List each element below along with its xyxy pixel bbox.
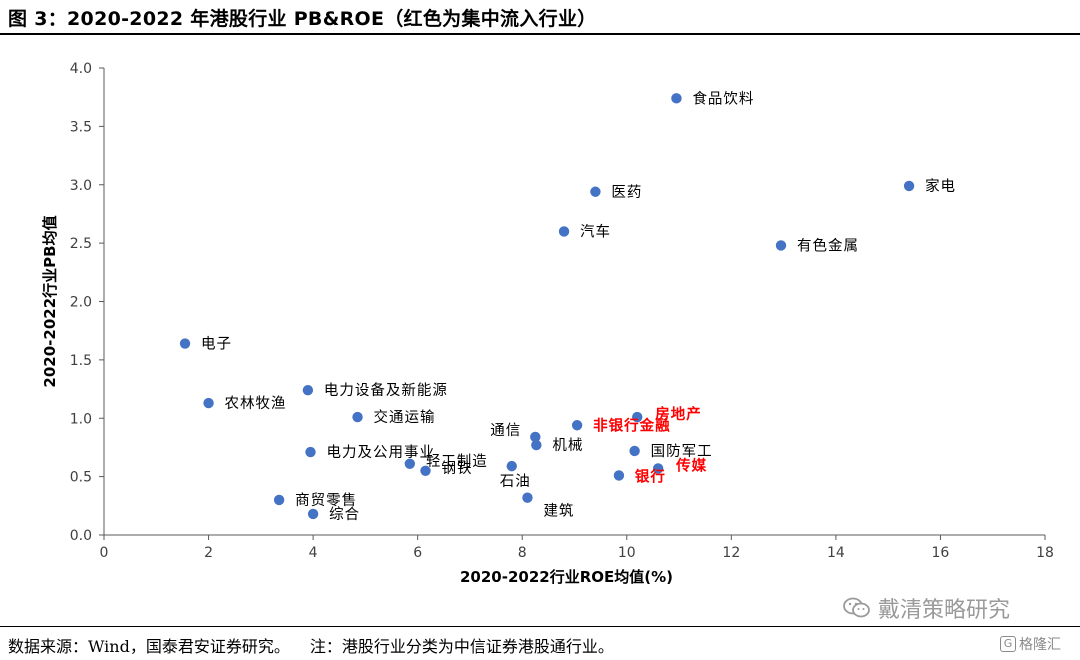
data-point [203, 397, 214, 409]
badge-icon: G [1000, 636, 1016, 652]
data-point [352, 411, 363, 423]
footer: 数据来源：Wind，国泰君安证券研究。 注：港股行业分类为中信证券港股通行业。 [8, 633, 614, 657]
x-tick-label: 8 [518, 545, 527, 561]
y-tick-label: 1.5 [70, 353, 92, 369]
data-points [179, 93, 915, 520]
data-point [632, 411, 643, 423]
data-point [404, 458, 416, 469]
data-label: 房地产 [655, 405, 702, 423]
data-point [903, 180, 915, 192]
x-tick-label: 2 [204, 545, 213, 561]
badge-text: 格隆汇 [1019, 637, 1061, 653]
title-divider [0, 33, 1080, 35]
watermark-text: 戴清策略研究 [878, 598, 1011, 623]
data-point [775, 240, 787, 251]
watermark: 戴清策略研究 [842, 594, 1080, 623]
data-point [671, 93, 682, 104]
data-label: 交通运输 [374, 408, 436, 426]
data-label: 钢铁 [442, 460, 473, 477]
data-point [305, 446, 316, 458]
y-tick-label: 3.5 [70, 119, 92, 135]
figure-title: 图 3：2020-2022 年港股行业 PB&ROE（红色为集中流入行业） [8, 8, 597, 30]
data-label: 电力设备及新能源 [324, 382, 448, 399]
data-point [590, 186, 601, 197]
data-point [558, 226, 570, 237]
data-point [530, 431, 541, 443]
data-label: 电力及公用事业 [326, 444, 435, 461]
x-axis-label: 2020-2022行业ROE均值(%) [460, 568, 673, 586]
data-label: 医药 [611, 184, 642, 201]
wechat-icon [843, 597, 870, 618]
data-label: 机械 [552, 437, 583, 454]
data-label: 轻工制造 [426, 453, 488, 470]
data-point [531, 439, 542, 451]
x-tick-label: 16 [932, 545, 950, 561]
data-label: 商贸零售 [295, 492, 357, 509]
data-label: 食品饮料 [692, 90, 754, 107]
data-label: 国防军工 [651, 443, 713, 460]
data-label: 农林牧渔 [225, 395, 287, 412]
data-point [420, 465, 431, 476]
data-label: 石油 [500, 473, 531, 490]
x-tick-label: 18 [1036, 545, 1054, 561]
data-label: 银行 [635, 467, 666, 485]
y-tick-label: 0.0 [70, 528, 92, 544]
data-label: 电子 [201, 336, 232, 353]
axes [99, 67, 1046, 540]
data-label: 非银行金融 [593, 416, 671, 434]
data-label: 有色金属 [797, 237, 859, 254]
data-point [522, 492, 533, 503]
x-tick-label: 14 [827, 545, 845, 561]
data-label: 综合 [329, 506, 360, 523]
data-point [179, 338, 191, 349]
x-tick-label: 4 [309, 545, 318, 561]
y-tick-label: 2.0 [70, 295, 92, 311]
data-point [273, 494, 285, 506]
data-label: 通信 [490, 422, 521, 439]
classification-note: 注：港股行业分类为中信证券港股通行业。 [309, 637, 614, 656]
data-label: 汽车 [580, 223, 611, 240]
scatter-chart: 0 2 4 6 8 10 12 14 16 18 0.0 0.5 1.0 1.5 2.0 2.5 3.0 3.5 4… [41, 61, 1054, 586]
data-label: 传媒 [675, 456, 707, 474]
data-point [613, 470, 625, 481]
y-tick-label: 3.0 [70, 178, 92, 194]
data-point [571, 420, 583, 431]
x-tick-label: 10 [618, 545, 636, 561]
data-point [652, 463, 664, 474]
y-tick-label: 1.0 [70, 411, 92, 427]
y-tick-label: 4.0 [70, 61, 92, 77]
data-point [629, 445, 640, 457]
data-point [506, 460, 517, 472]
data-point [307, 508, 319, 520]
footer-divider [0, 626, 1080, 627]
data-point [302, 385, 314, 396]
x-tick-label: 6 [413, 545, 422, 561]
gelonghui-badge: G 格隆汇 [1000, 634, 1061, 654]
data-label: 建筑 [543, 503, 574, 520]
x-tick-label: 12 [722, 545, 740, 561]
y-axis-label: 2020-2022行业PB均值 [41, 215, 59, 387]
y-tick-label: 2.5 [70, 236, 92, 252]
data-label: 家电 [925, 178, 956, 195]
tick-labels: 0 2 4 6 8 10 12 14 16 18 0.0 0.5 1.0 1.5 2.0 2.5 3.0 3.5 4… [70, 61, 1054, 561]
y-tick-label: 0.5 [70, 470, 92, 486]
source-note: 数据来源：Wind，国泰君安证券研究。 [8, 637, 290, 656]
x-tick-label: 0 [100, 545, 109, 561]
